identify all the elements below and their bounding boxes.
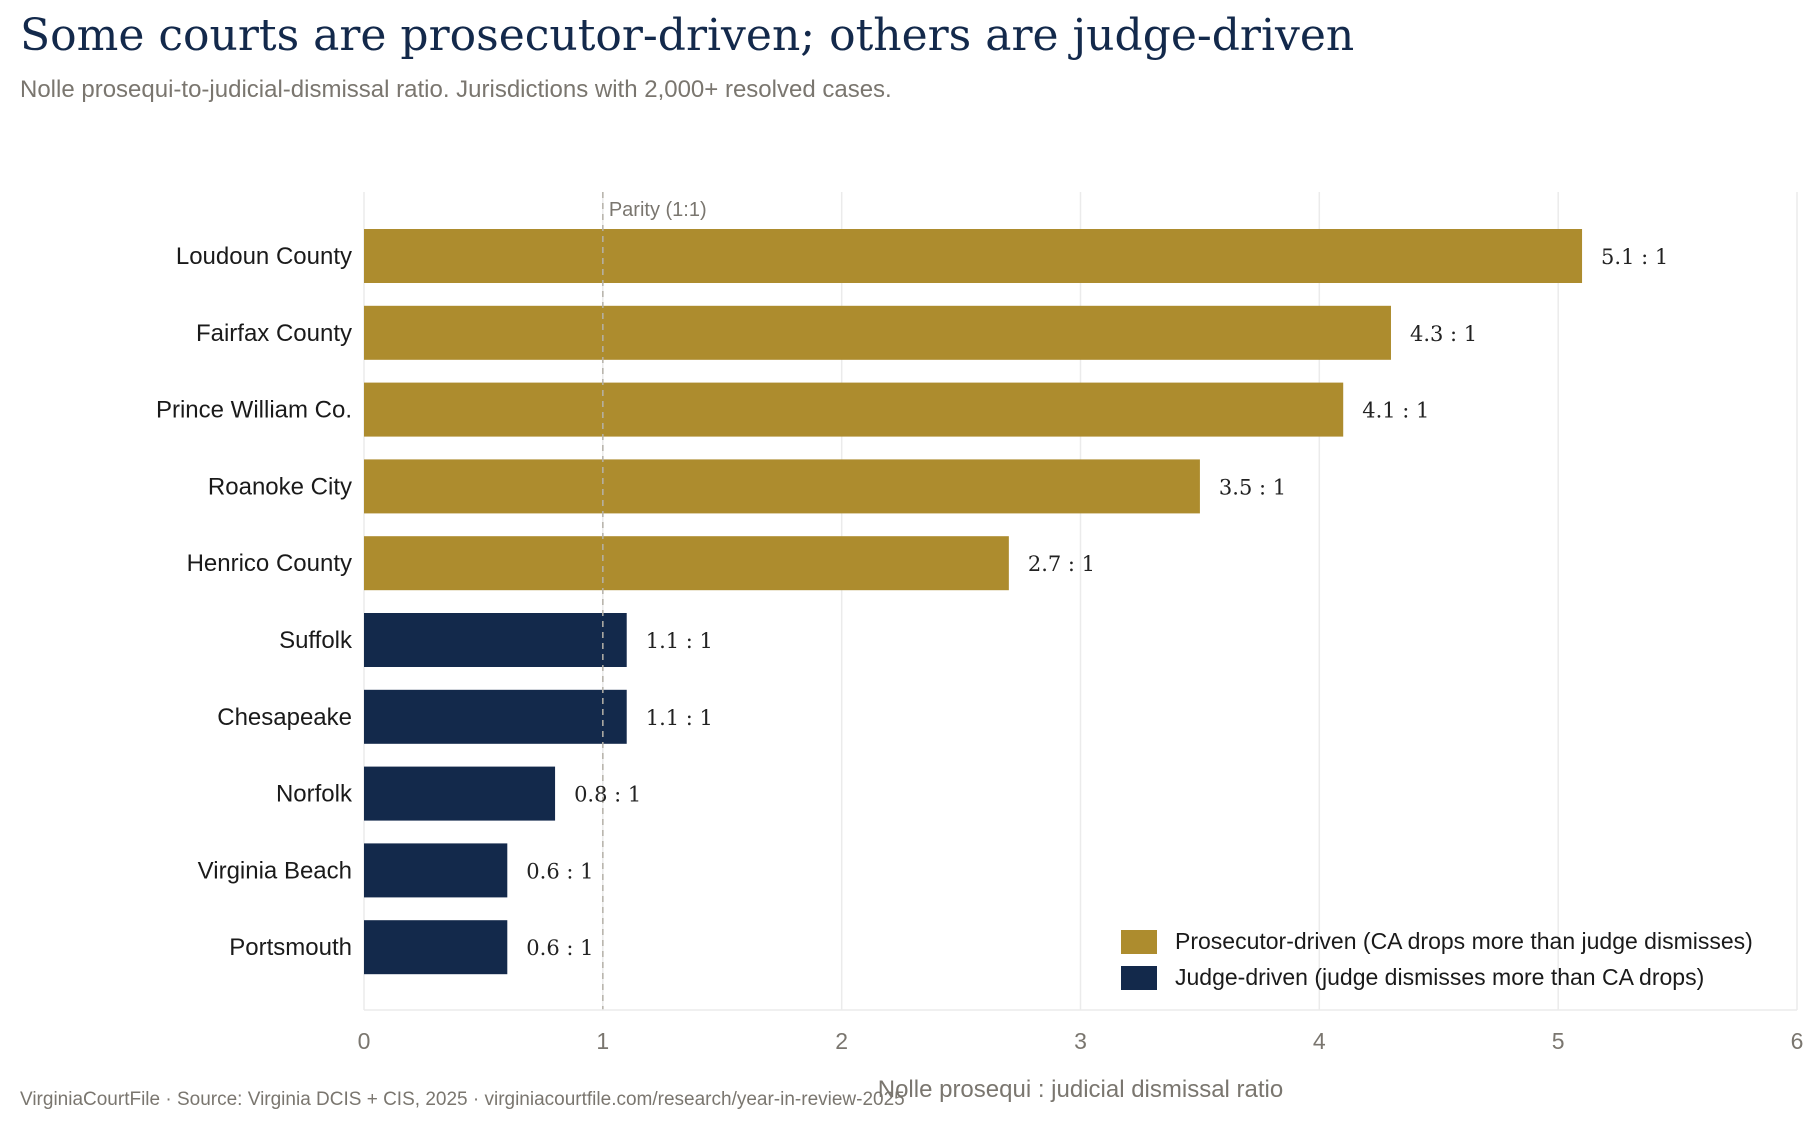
- value-label: 3.5 : 1: [1219, 475, 1286, 499]
- legend-label-prosecutor: Prosecutor-driven (CA drops more than ju…: [1175, 928, 1753, 954]
- x-tick-label: 2: [835, 1028, 848, 1054]
- legend-label-judge: Judge-driven (judge dismisses more than …: [1175, 964, 1704, 990]
- bar-henrico-county: [364, 536, 1009, 591]
- category-label: Prince William Co.: [156, 397, 352, 424]
- bar-portsmouth: [364, 920, 508, 975]
- bars: [364, 229, 1583, 975]
- value-label: 5.1 : 1: [1601, 245, 1668, 269]
- chart-title: Some courts are prosecutor-driven; other…: [20, 10, 1355, 61]
- value-label: 1.1 : 1: [646, 629, 713, 653]
- legend: Prosecutor-driven (CA drops more than ju…: [1121, 928, 1753, 990]
- x-tick-label: 5: [1552, 1028, 1565, 1054]
- category-label: Virginia Beach: [198, 857, 352, 884]
- value-label: 4.1 : 1: [1362, 399, 1429, 423]
- parity-reference: Parity (1:1): [602, 192, 707, 1010]
- x-tick-label: 4: [1313, 1028, 1326, 1054]
- source-footer: VirginiaCourtFile · Source: Virginia DCI…: [20, 1089, 905, 1110]
- category-label: Chesapeake: [217, 704, 352, 731]
- x-tick-label: 6: [1791, 1028, 1804, 1054]
- bar-prince-william-co: [364, 382, 1344, 437]
- chart-subtitle: Nolle prosequi-to-judicial-dismissal rat…: [20, 76, 892, 103]
- value-label: 4.3 : 1: [1410, 322, 1477, 346]
- bar-loudoun-county: [364, 229, 1583, 283]
- bar-fairfax-county: [364, 305, 1391, 360]
- legend-swatch-judge: [1121, 966, 1157, 990]
- value-label: 0.6 : 1: [526, 936, 593, 960]
- legend-swatch-prosecutor: [1121, 930, 1157, 954]
- category-label: Norfolk: [276, 781, 353, 808]
- labels: Loudoun County 5.1 : 1 Fairfax County 4.3 :…: [156, 243, 1668, 961]
- value-label: 2.7 : 1: [1028, 552, 1095, 576]
- x-tick-label: 3: [1074, 1028, 1087, 1054]
- category-label: Loudoun County: [176, 243, 352, 270]
- category-label: Fairfax County: [196, 320, 352, 347]
- x-axis: 0 1 2 3 4 5 6 Nolle prosequi : judicial dismiss…: [358, 1009, 1804, 1103]
- value-label: 0.6 : 1: [526, 859, 593, 883]
- category-label: Roanoke City: [208, 473, 352, 500]
- x-tick-label: 1: [596, 1028, 609, 1054]
- bar-norfolk: [364, 766, 556, 821]
- category-label: Portsmouth: [229, 934, 352, 961]
- bar-suffolk: [364, 613, 627, 667]
- value-label: 0.8 : 1: [574, 783, 641, 807]
- bar-chesapeake: [364, 689, 627, 744]
- category-label: Henrico County: [187, 550, 352, 577]
- bar-virginia-beach: [364, 843, 508, 898]
- x-axis-title: Nolle prosequi : judicial dismissal rati…: [878, 1076, 1284, 1103]
- category-label: Suffolk: [279, 627, 353, 654]
- bar-roanoke-city: [364, 459, 1200, 514]
- value-label: 1.1 : 1: [646, 706, 713, 730]
- parity-label: Parity (1:1): [609, 199, 707, 221]
- x-tick-label: 0: [358, 1028, 371, 1054]
